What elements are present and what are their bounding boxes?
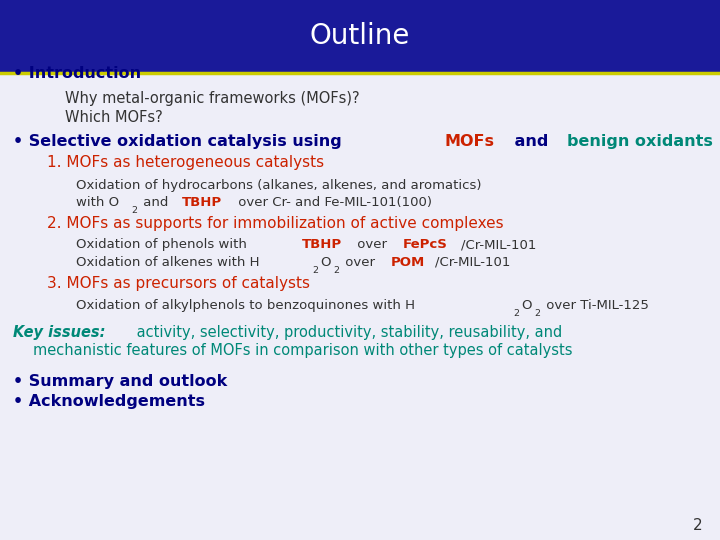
Text: benign oxidants: benign oxidants — [567, 134, 713, 149]
Text: • Selective oxidation catalysis using: • Selective oxidation catalysis using — [13, 134, 347, 149]
Text: /Cr-MIL-101: /Cr-MIL-101 — [435, 255, 510, 269]
Text: Oxidation of hydrocarbons (alkanes, alkenes, and aromatics): Oxidation of hydrocarbons (alkanes, alke… — [76, 179, 481, 192]
Text: Outline: Outline — [310, 23, 410, 50]
Text: POM: POM — [391, 255, 425, 269]
Text: • Acknowledgements: • Acknowledgements — [13, 394, 205, 409]
Text: Which MOFs?: Which MOFs? — [65, 110, 163, 125]
Text: /Cr-MIL-101: /Cr-MIL-101 — [461, 238, 536, 252]
Text: 1. MOFs as heterogeneous catalysts: 1. MOFs as heterogeneous catalysts — [47, 156, 324, 171]
Text: TBHP: TBHP — [182, 196, 222, 210]
Text: activity, selectivity, productivity, stability, reusability, and: activity, selectivity, productivity, sta… — [132, 326, 562, 341]
Text: 2: 2 — [534, 309, 540, 318]
Text: 2: 2 — [333, 266, 340, 275]
Text: 2: 2 — [513, 309, 519, 318]
Text: Why metal-organic frameworks (MOFs)?: Why metal-organic frameworks (MOFs)? — [65, 91, 359, 106]
Text: Oxidation of alkenes with H: Oxidation of alkenes with H — [76, 255, 259, 269]
Text: Oxidation of alkylphenols to benzoquinones with H: Oxidation of alkylphenols to benzoquinon… — [76, 299, 415, 312]
Text: Oxidation of phenols with: Oxidation of phenols with — [76, 238, 251, 252]
Text: O: O — [521, 299, 531, 312]
Text: FePcS: FePcS — [402, 238, 448, 252]
Text: 2: 2 — [693, 518, 702, 534]
Bar — [0, 0, 720, 73]
Text: over Ti-MIL-125: over Ti-MIL-125 — [542, 299, 649, 312]
Text: • Introduction: • Introduction — [13, 66, 141, 82]
Text: 2. MOFs as supports for immobilization of active complexes: 2. MOFs as supports for immobilization o… — [47, 216, 503, 231]
Text: and: and — [509, 134, 554, 149]
Text: O: O — [320, 255, 330, 269]
Text: MOFs: MOFs — [444, 134, 495, 149]
Text: and: and — [139, 196, 173, 210]
Text: TBHP: TBHP — [302, 238, 342, 252]
Text: mechanistic features of MOFs in comparison with other types of catalysts: mechanistic features of MOFs in comparis… — [33, 343, 572, 359]
Text: over: over — [341, 255, 379, 269]
Text: over Cr- and Fe-MIL-101(100): over Cr- and Fe-MIL-101(100) — [234, 196, 432, 210]
Text: over: over — [354, 238, 392, 252]
Text: 2: 2 — [131, 206, 138, 215]
Text: with O: with O — [76, 196, 119, 210]
Text: Key issues:: Key issues: — [13, 326, 105, 341]
Text: 3. MOFs as precursors of catalysts: 3. MOFs as precursors of catalysts — [47, 276, 310, 292]
Text: 2: 2 — [312, 266, 318, 275]
Text: • Summary and outlook: • Summary and outlook — [13, 374, 228, 389]
